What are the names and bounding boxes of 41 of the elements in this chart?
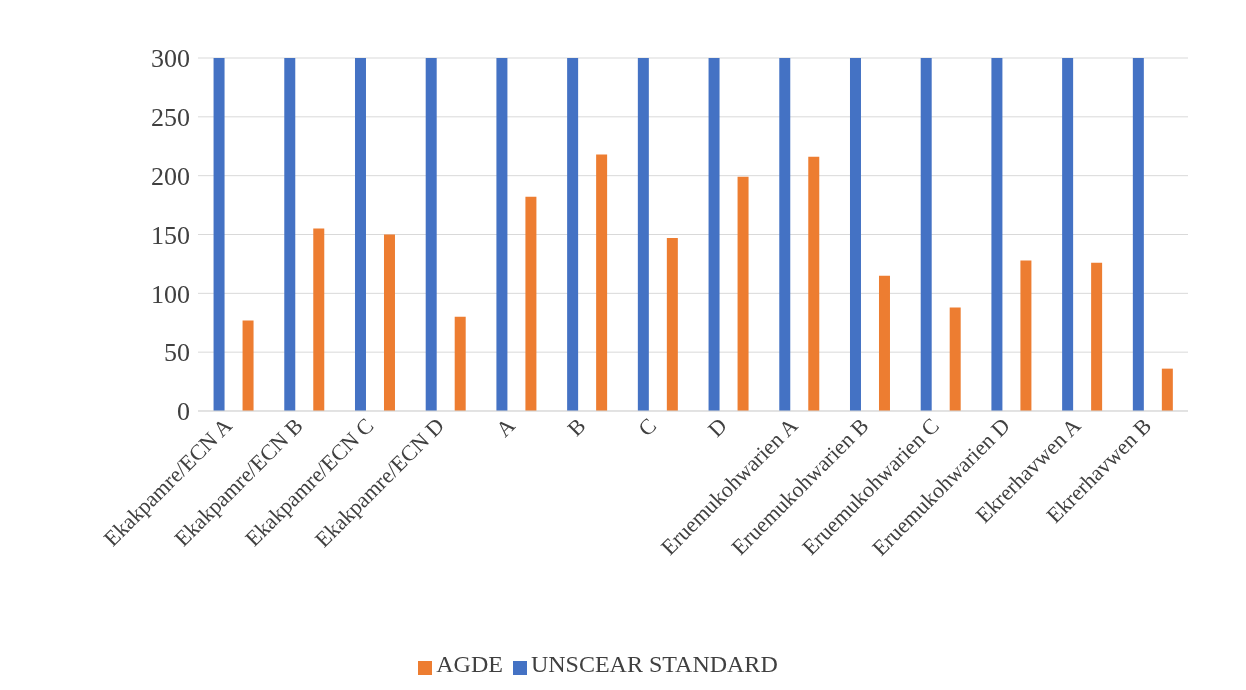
bar bbox=[991, 58, 1003, 411]
bar bbox=[708, 58, 720, 411]
bar bbox=[1091, 262, 1103, 411]
bar bbox=[920, 58, 932, 411]
bar bbox=[1161, 368, 1173, 411]
bar bbox=[425, 58, 437, 411]
bar bbox=[1062, 58, 1074, 411]
bar bbox=[1132, 58, 1144, 411]
y-tick-label: 250 bbox=[151, 103, 190, 133]
bar bbox=[383, 234, 395, 411]
bar bbox=[878, 275, 890, 411]
bar bbox=[779, 58, 791, 411]
legend-label: AGDE bbox=[436, 651, 503, 677]
x-tick-label: A bbox=[490, 412, 520, 442]
legend-label: UNSCEAR STANDARD bbox=[530, 651, 778, 677]
bar bbox=[284, 58, 296, 411]
y-tick-label: 0 bbox=[177, 397, 190, 427]
x-tick-label: D bbox=[702, 412, 732, 442]
bar bbox=[496, 58, 508, 411]
bar bbox=[737, 176, 749, 411]
bar bbox=[596, 154, 608, 411]
bar bbox=[849, 58, 861, 411]
bar bbox=[242, 320, 254, 411]
y-tick-label: 300 bbox=[151, 44, 190, 74]
bar bbox=[808, 156, 820, 411]
y-tick-label: 100 bbox=[151, 279, 190, 309]
bar bbox=[525, 196, 537, 411]
y-tick-label: 150 bbox=[151, 220, 190, 250]
bar bbox=[949, 307, 961, 411]
y-tick-label: 200 bbox=[151, 161, 190, 191]
bar bbox=[567, 58, 579, 411]
bar bbox=[1020, 260, 1032, 411]
bar bbox=[637, 58, 649, 411]
bar bbox=[454, 316, 466, 411]
bar bbox=[354, 58, 366, 411]
x-tick-label: B bbox=[562, 412, 591, 441]
bar bbox=[666, 238, 678, 411]
bar bbox=[313, 228, 325, 411]
bar bbox=[213, 58, 225, 411]
x-tick-label: C bbox=[633, 412, 662, 441]
y-tick-label: 50 bbox=[164, 338, 190, 368]
